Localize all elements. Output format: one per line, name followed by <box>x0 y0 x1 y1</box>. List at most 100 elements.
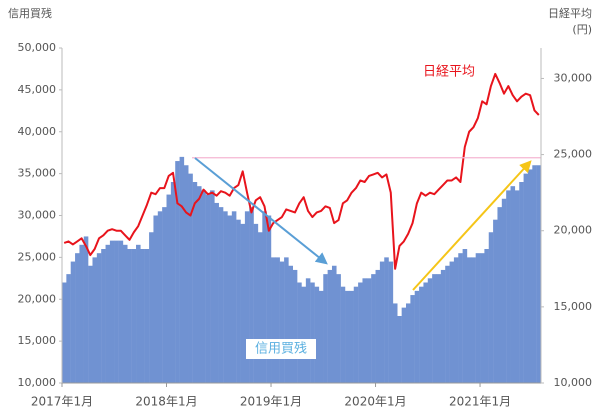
bar <box>523 173 529 383</box>
bar <box>201 190 206 383</box>
y2-tick-label: 20,000 <box>554 224 593 237</box>
bar <box>75 253 80 383</box>
bar <box>384 257 389 383</box>
bar <box>266 215 272 383</box>
bar <box>327 269 333 383</box>
bar <box>227 215 233 383</box>
bar <box>244 211 250 383</box>
bar <box>392 303 398 383</box>
bar <box>419 286 424 383</box>
y2-tick-label: 15,000 <box>554 300 593 313</box>
bar <box>223 211 228 383</box>
bar <box>301 286 307 383</box>
y-tick-label: 35,000 <box>18 167 57 180</box>
bar <box>458 253 463 383</box>
bar <box>149 232 154 383</box>
y2-tick-label: 30,000 <box>554 71 593 84</box>
bar <box>331 265 337 383</box>
bar <box>379 261 385 383</box>
trend-arrow <box>194 157 328 265</box>
bar <box>179 156 185 383</box>
bar <box>92 257 98 383</box>
bar <box>501 198 507 383</box>
bar <box>397 316 402 383</box>
y2-tick-label: 10,000 <box>554 376 593 389</box>
bar <box>196 186 202 383</box>
bar <box>144 249 150 383</box>
bar <box>310 282 315 383</box>
bar <box>514 190 520 383</box>
bar <box>175 161 180 383</box>
bar <box>105 244 111 383</box>
bar <box>462 249 468 383</box>
y-tick-label: 30,000 <box>18 209 57 222</box>
y-tick-label: 10,000 <box>18 376 57 389</box>
bar <box>262 211 267 383</box>
x-tick-label: 2017年1月 <box>31 395 93 409</box>
bar <box>488 232 494 383</box>
bar <box>527 169 533 383</box>
bar <box>480 253 485 383</box>
bar <box>410 295 415 383</box>
bar <box>257 232 263 383</box>
bar <box>362 278 368 383</box>
series-label: 信用買残 <box>255 342 307 357</box>
bar <box>275 257 280 383</box>
bar <box>440 269 446 383</box>
y-axis-title: 信用買残 <box>8 6 52 20</box>
series-label: 日経平均 <box>423 65 475 80</box>
bar <box>70 261 76 383</box>
bar <box>79 244 84 383</box>
bar <box>114 240 119 383</box>
bar <box>88 265 93 383</box>
bar <box>449 261 455 383</box>
bar <box>192 182 198 383</box>
trend-arrow <box>412 160 532 291</box>
overlay: 信用買残 日経平均(円)10,00015,00020,00025,00030,00… <box>8 6 592 409</box>
y-tick-label: 25,000 <box>18 250 57 263</box>
x-tick-label: 2018年1月 <box>135 395 197 409</box>
bar <box>314 286 320 383</box>
bar <box>170 182 176 383</box>
bar <box>118 240 124 383</box>
bar <box>323 274 328 383</box>
bar <box>284 257 289 383</box>
bar <box>401 307 407 383</box>
bar <box>214 202 219 383</box>
bar <box>345 290 350 383</box>
bar <box>484 249 489 383</box>
bar <box>240 223 246 383</box>
bar <box>475 253 481 383</box>
bar <box>453 257 459 383</box>
bar <box>136 244 141 383</box>
plot-area <box>62 72 542 383</box>
bar <box>318 290 324 383</box>
bar <box>253 223 259 383</box>
bar <box>83 236 89 383</box>
bar <box>536 165 542 383</box>
bar <box>497 207 503 383</box>
y-tick-label: 50,000 <box>18 41 57 54</box>
bar <box>236 219 241 383</box>
bar <box>340 286 346 383</box>
bar <box>162 207 167 383</box>
bar <box>305 278 311 383</box>
bar <box>506 190 511 383</box>
bar <box>353 286 359 383</box>
bar <box>131 249 137 383</box>
bar <box>183 165 189 383</box>
x-tick-label: 2020年1月 <box>344 395 406 409</box>
bar <box>66 274 71 383</box>
bar <box>366 278 372 383</box>
bar <box>406 303 411 383</box>
bar <box>140 249 145 383</box>
bar <box>297 282 302 383</box>
bar <box>445 265 450 383</box>
bar <box>157 211 163 383</box>
bar <box>466 257 472 383</box>
bar <box>427 278 433 383</box>
y-tick-label: 45,000 <box>18 83 57 96</box>
bar <box>166 194 172 383</box>
bar <box>349 290 354 383</box>
